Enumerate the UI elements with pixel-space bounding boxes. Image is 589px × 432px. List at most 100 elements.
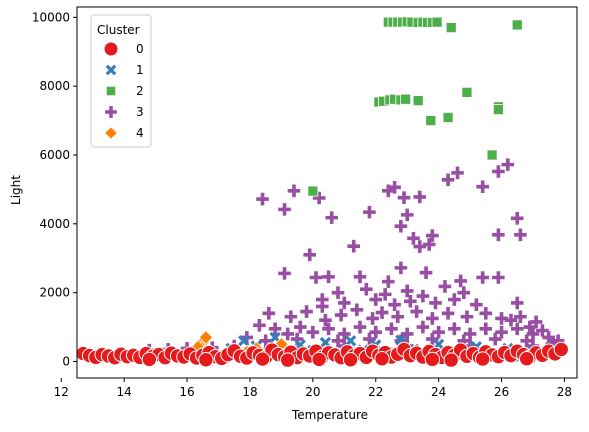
legend-entry: 0 <box>103 41 144 57</box>
data-point <box>237 335 250 347</box>
data-point <box>432 325 445 339</box>
data-point <box>300 305 313 318</box>
legend-entry: 4 <box>104 126 144 140</box>
data-point <box>378 288 392 301</box>
data-point <box>254 351 271 367</box>
data-point <box>322 270 335 284</box>
data-point <box>501 158 515 171</box>
data-point <box>303 248 317 262</box>
data-point <box>416 320 430 334</box>
data-point <box>369 293 383 306</box>
data-point <box>306 325 320 339</box>
data-point <box>337 296 351 310</box>
legend-label: 1 <box>136 63 144 77</box>
legend-marker <box>105 85 117 97</box>
x-tick-label: 24 <box>431 385 446 399</box>
data-point <box>443 352 459 368</box>
data-point <box>278 203 291 216</box>
data-point <box>284 310 298 324</box>
data-point <box>279 352 296 368</box>
data-point <box>344 335 357 347</box>
data-point <box>397 191 411 204</box>
data-point <box>474 351 491 367</box>
legend-label: 2 <box>136 84 144 98</box>
legend-marker <box>103 41 119 57</box>
data-point <box>431 16 443 28</box>
data-point <box>422 238 436 251</box>
y-tick-label: 0 <box>62 354 70 368</box>
data-point <box>311 351 327 368</box>
data-point <box>416 289 430 303</box>
data-point <box>287 184 301 198</box>
data-point <box>425 115 437 127</box>
data-point <box>388 181 401 194</box>
data-point <box>488 332 502 346</box>
data-point <box>492 271 505 284</box>
data-point <box>412 95 424 107</box>
data-point <box>518 351 535 367</box>
data-point <box>442 112 454 123</box>
legend-marker <box>105 106 117 118</box>
x-axis-label: Temperature <box>291 408 368 422</box>
data-point <box>441 306 455 320</box>
data-point <box>281 327 294 341</box>
y-tick-label: 6000 <box>39 148 70 162</box>
data-point <box>492 228 505 242</box>
data-point <box>293 320 307 334</box>
x-tick-label: 22 <box>368 385 383 399</box>
data-point <box>366 312 379 325</box>
data-point <box>553 341 569 358</box>
data-point <box>461 86 473 98</box>
data-point <box>307 185 319 197</box>
data-point <box>363 332 376 346</box>
data-point <box>410 305 423 318</box>
data-point <box>256 192 269 206</box>
data-point <box>322 322 335 336</box>
data-point <box>470 298 483 311</box>
x-tick-label: 16 <box>179 385 194 399</box>
data-point <box>325 211 339 224</box>
legend-title: Cluster <box>97 23 140 37</box>
y-tick-label: 4000 <box>39 217 70 231</box>
data-point <box>479 306 493 320</box>
legend-marker <box>105 64 117 76</box>
data-point <box>441 173 455 187</box>
data-point <box>457 286 471 299</box>
data-point <box>514 310 527 324</box>
data-point <box>253 319 266 332</box>
data-point <box>337 327 351 341</box>
x-tick-label: 20 <box>305 385 320 399</box>
x-tick-label: 12 <box>54 385 69 399</box>
legend-label: 4 <box>136 126 144 140</box>
data-point <box>309 271 323 284</box>
data-point <box>363 205 376 219</box>
data-point <box>492 165 505 178</box>
data-point <box>394 219 408 233</box>
legend-label: 3 <box>136 105 144 119</box>
data-point <box>278 267 291 280</box>
data-point <box>400 284 414 298</box>
y-axis-label: Light <box>9 175 23 205</box>
data-point <box>394 261 408 275</box>
data-point <box>334 308 348 322</box>
data-point <box>347 239 361 253</box>
data-point <box>350 303 364 317</box>
data-point <box>526 327 540 341</box>
data-point <box>451 166 464 180</box>
data-point <box>429 296 442 310</box>
data-point <box>510 212 524 225</box>
data-point <box>492 104 504 115</box>
data-point <box>315 293 329 306</box>
y-tick-label: 2000 <box>39 286 70 300</box>
data-point <box>342 352 359 368</box>
data-point <box>426 332 439 346</box>
legend-entry: 1 <box>105 63 144 77</box>
data-point <box>319 313 332 327</box>
data-point <box>375 306 389 319</box>
x-tick-label: 14 <box>117 385 132 399</box>
data-point <box>331 286 345 299</box>
data-point <box>388 298 401 311</box>
data-point <box>463 327 477 341</box>
